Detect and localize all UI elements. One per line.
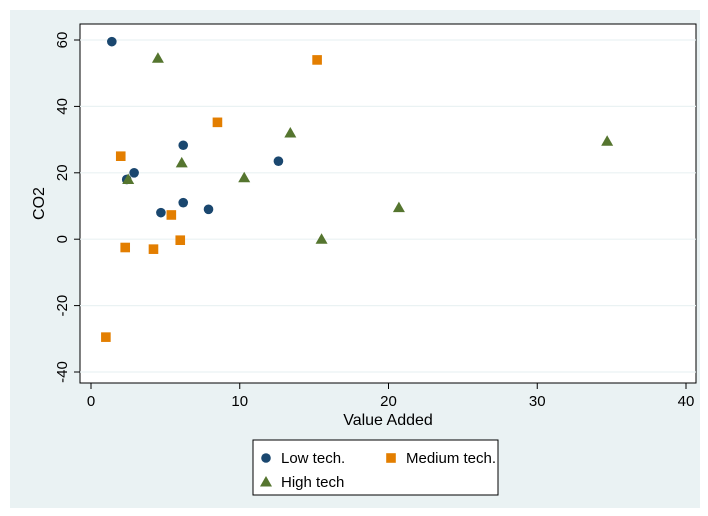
data-point-medium-tech bbox=[175, 235, 186, 245]
y-tick-label: 60 bbox=[54, 32, 71, 49]
y-tick-label: 20 bbox=[54, 164, 71, 181]
axes: -40 -20 0 20 40 60 0 10 20 30 40 bbox=[54, 32, 694, 410]
data-point-high-tech bbox=[151, 52, 164, 63]
data-point-medium-tech bbox=[101, 332, 111, 342]
data-point-low-tech bbox=[107, 36, 117, 47]
legend-marker-3 bbox=[260, 476, 272, 487]
legend: Low tech. Medium tech. High tech bbox=[252, 439, 499, 496]
data-point-low-tech bbox=[178, 140, 189, 151]
data-point-medium-tech bbox=[115, 151, 126, 161]
x-tick-label: 20 bbox=[380, 393, 397, 410]
data-point-low-tech bbox=[203, 204, 214, 215]
data-point-high-tech bbox=[392, 201, 405, 213]
data-point-high-tech bbox=[284, 126, 297, 138]
x-tick-label: 10 bbox=[231, 393, 248, 410]
x-tick-label: 0 bbox=[87, 393, 95, 410]
legend-label: Medium tech. bbox=[406, 450, 496, 467]
plot-area bbox=[79, 23, 697, 384]
data-point-high-tech bbox=[122, 173, 135, 184]
y-axis-title: CO2 bbox=[31, 187, 48, 220]
data-point-medium-tech bbox=[148, 244, 159, 254]
y-tick-label: -20 bbox=[54, 295, 71, 317]
data-point-medium-tech bbox=[166, 210, 177, 220]
grid-lines bbox=[80, 39, 696, 373]
data-point-high-tech bbox=[175, 156, 188, 168]
legend-marker-1 bbox=[261, 453, 271, 463]
data-point-low-tech bbox=[178, 197, 189, 208]
legend-label: Low tech. bbox=[281, 450, 345, 467]
y-tick-label: -40 bbox=[54, 361, 71, 383]
data-point-high-tech bbox=[238, 171, 251, 183]
data-point-low-tech bbox=[273, 156, 284, 166]
data-point-medium-tech bbox=[120, 242, 131, 253]
x-tick-label: 40 bbox=[678, 393, 695, 410]
legend-marker-2 bbox=[386, 453, 396, 463]
x-tick-label: 30 bbox=[529, 393, 546, 410]
data-point-high-tech bbox=[601, 135, 614, 146]
legend-label: High tech bbox=[281, 474, 344, 491]
x-axis-title: Value Added bbox=[343, 412, 433, 429]
data-point-low-tech bbox=[156, 207, 166, 218]
data-points bbox=[101, 36, 614, 342]
data-point-medium-tech bbox=[212, 117, 223, 128]
legend-box bbox=[252, 439, 499, 496]
data-point-medium-tech bbox=[312, 55, 322, 65]
data-point-high-tech bbox=[315, 233, 328, 244]
y-tick-label: 40 bbox=[54, 98, 71, 115]
y-tick-label: 0 bbox=[54, 235, 71, 243]
data-point-low-tech bbox=[129, 168, 139, 178]
